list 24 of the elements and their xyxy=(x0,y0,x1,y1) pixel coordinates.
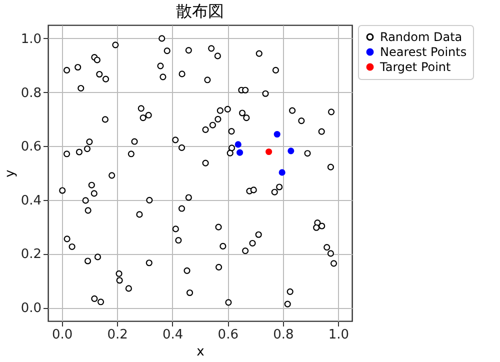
chart-title: 散布図 xyxy=(176,2,224,20)
x-tick-label: 1.0 xyxy=(328,328,350,342)
point xyxy=(288,148,294,154)
y-tick-label: 1.0 xyxy=(20,32,42,47)
x-tick-label: 0.2 xyxy=(107,328,128,342)
point xyxy=(266,148,272,156)
point xyxy=(234,141,242,148)
point xyxy=(274,130,280,138)
y-tick-label: 0.4 xyxy=(20,193,42,208)
x-tick-label: 0.0 xyxy=(52,328,73,342)
legend-label: Nearest Points xyxy=(380,45,467,59)
y-tick-label: 0.0 xyxy=(20,301,42,316)
legend-label: Random Data xyxy=(380,30,462,44)
x-tick-label: 0.8 xyxy=(273,328,294,342)
y-tick-label: 0.8 xyxy=(20,86,42,101)
x-tick-label: 0.4 xyxy=(162,328,184,342)
x-tick-label: 0.6 xyxy=(218,328,238,342)
point xyxy=(236,149,244,156)
y-axis-title: y xyxy=(2,169,18,178)
point xyxy=(278,169,286,176)
x-axis-title: x xyxy=(196,344,205,360)
y-tick-label: 0.6 xyxy=(20,140,42,155)
y-tick-label: 0.2 xyxy=(20,247,42,262)
legend-label: Target Point xyxy=(379,60,452,74)
